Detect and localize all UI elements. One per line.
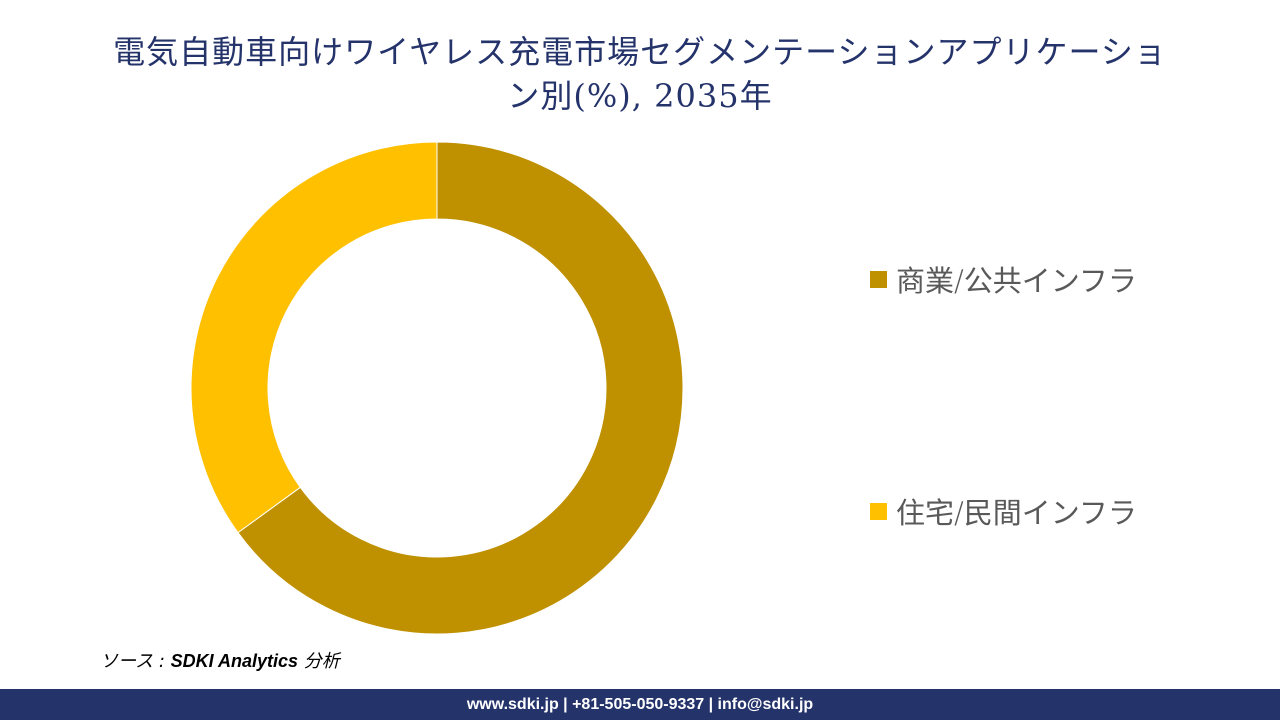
source-brand: SDKI Analytics [170,651,298,671]
donut-slices [190,141,684,635]
source-note: ソース : SDKI Analytics 分析 [100,647,340,673]
legend-item-commercial: 商業/公共インフラ [870,258,1137,300]
legend-item-residential: 住宅/民間インフラ [870,490,1137,532]
legend-swatch-residential [870,502,887,520]
legend-label-residential: 住宅/民間インフラ [896,496,1137,530]
source-prefix: ソース : [100,651,171,672]
donut-slice-residential [190,141,438,534]
legend-label-commercial: 商業/公共インフラ [896,264,1137,298]
source-suffix: 分析 [297,651,340,672]
chart-title: 電気自動車向けワイヤレス充電市場セグメンテーションアプリケーショ ン別(%), … [40,30,1240,118]
chart-title-line1: 電気自動車向けワイヤレス充電市場セグメンテーションアプリケーショ [113,33,1167,71]
footer-contact: www.sdki.jp | +81-505-050-9337 | info@sd… [466,696,814,713]
footer-bar: www.sdki.jp | +81-505-050-9337 | info@sd… [0,689,1280,720]
donut-slice-commercial [237,141,684,635]
legend-swatch-commercial [870,270,887,288]
chart-title-line2: ン別(%), 2035年 [507,77,773,115]
